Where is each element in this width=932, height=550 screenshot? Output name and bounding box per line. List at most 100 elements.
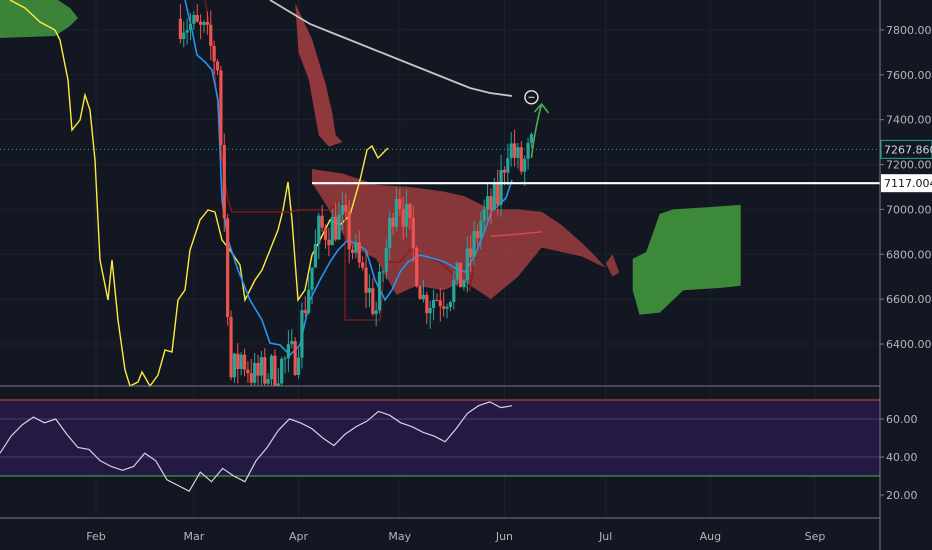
candle-up [354, 242, 358, 253]
candle-up [529, 134, 534, 143]
candle-down [273, 355, 277, 386]
candle-down [469, 248, 473, 257]
price-axis-panel[interactable] [880, 0, 932, 550]
candle-up [283, 358, 287, 360]
candle-up [499, 169, 503, 205]
candle-up [300, 310, 304, 358]
candle-down [334, 216, 338, 240]
candle-down [256, 362, 260, 376]
candle-down [512, 143, 517, 158]
candle-up [465, 248, 469, 281]
price-axis-label: 7200.000 [886, 159, 932, 172]
price-axis-label: 7800.000 [886, 24, 932, 37]
candle-up [202, 22, 206, 25]
price-axis-label: 6800.000 [886, 248, 932, 261]
kumo-cloud-bullish [632, 204, 741, 315]
candle-down [327, 239, 331, 246]
candle-down [242, 354, 247, 370]
candle-up [482, 209, 486, 221]
candle-up [313, 243, 318, 268]
candle-down [418, 286, 422, 300]
time-axis-label: Feb [86, 530, 105, 543]
candle-up [259, 357, 264, 376]
candle-up [330, 216, 334, 246]
candle-down [195, 14, 199, 22]
candle-down [205, 22, 209, 25]
candle-up [445, 306, 449, 309]
candle-up [232, 353, 236, 378]
rsi-axis-label: 40.00 [886, 451, 918, 464]
candle-up [188, 23, 193, 31]
candle-up [526, 142, 530, 159]
candle-up [509, 143, 513, 159]
time-axis-label: Aug [700, 530, 721, 543]
candle-up [472, 230, 476, 257]
candle-down [401, 208, 405, 227]
candle-down [320, 215, 324, 228]
arrow-head-icon[interactable] [533, 102, 550, 114]
candle-down [293, 340, 297, 375]
candle-up [367, 288, 372, 293]
kumo-cloud-tail [605, 254, 620, 277]
candle-down [249, 373, 253, 383]
candle-up [492, 183, 496, 210]
price-axis-label: 7400.000 [886, 114, 932, 127]
candle-up [394, 199, 399, 227]
candle-up [374, 310, 378, 315]
candle-up [276, 383, 280, 386]
candle-up [377, 271, 382, 311]
candle-down [502, 169, 507, 173]
candle-down [519, 147, 523, 172]
candle-down [178, 18, 182, 39]
time-axis-label: Apr [289, 530, 309, 543]
last-price-label-box[interactable] [880, 139, 932, 159]
price-axis-label: 7000.000 [886, 203, 932, 216]
candle-down [425, 294, 429, 314]
candle-down [435, 300, 439, 302]
candle-up [479, 220, 483, 238]
arrow-shaft[interactable] [530, 103, 543, 158]
candle-down [364, 267, 368, 293]
candle-up [337, 214, 341, 240]
rsi-pane[interactable] [0, 399, 880, 492]
candle-down [458, 262, 463, 288]
last-price-label: 7267.860 [884, 143, 932, 156]
candle-up [266, 379, 270, 384]
candle-down [475, 230, 480, 238]
candle-down [371, 288, 375, 315]
support-level-label: 7117.004 [884, 177, 932, 190]
candle-up [485, 196, 490, 210]
candle-down [215, 61, 220, 71]
candle-down [323, 227, 328, 240]
candle-down [408, 203, 412, 218]
price-pane[interactable] [0, 0, 880, 388]
rsi-axis-label: 20.00 [886, 489, 918, 502]
candle-up [253, 362, 257, 383]
candle-down [236, 353, 240, 369]
candle-down [209, 24, 213, 46]
candle-up [290, 340, 294, 345]
price-axis-label: 7600.000 [886, 69, 932, 82]
candle-up [421, 294, 426, 300]
candle-down [347, 211, 351, 250]
candle-up [431, 300, 436, 309]
candle-up [317, 215, 321, 244]
candle-up [452, 279, 456, 302]
candle-down [303, 310, 307, 313]
support-level-label-box[interactable] [881, 174, 932, 193]
candle-down [357, 242, 361, 263]
candle-up [506, 158, 510, 173]
candle-down [438, 300, 442, 307]
price-axis-label: 6400.000 [886, 338, 932, 351]
candle-down [344, 205, 348, 212]
candle-up [428, 308, 432, 314]
candle-up [296, 357, 301, 375]
ma-touch-circle[interactable] [524, 90, 539, 105]
candle-down [415, 247, 419, 287]
kumo-cloud-early [295, 3, 343, 147]
candle-down [263, 357, 267, 384]
candle-up [448, 301, 453, 307]
candle-up [310, 267, 314, 290]
time-axis-label: Mar [184, 530, 205, 543]
